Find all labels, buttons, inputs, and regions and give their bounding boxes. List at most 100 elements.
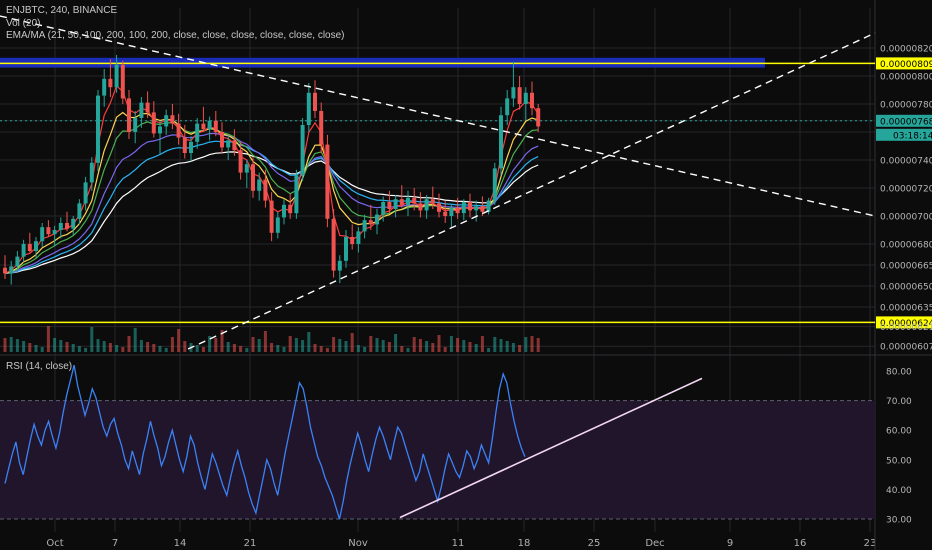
candle-body [133, 118, 138, 132]
trendline-descending [0, 15, 876, 217]
volume-bar [133, 328, 137, 352]
candle-body [319, 111, 324, 145]
volume-bar [108, 343, 112, 352]
volume-bar [28, 343, 32, 352]
candle-body [213, 120, 218, 132]
candle-body [269, 200, 274, 233]
x-tick-label: Nov [348, 538, 368, 549]
x-tick-label: 23 [864, 538, 877, 549]
volume-bar [127, 336, 131, 352]
volume-bar [456, 338, 460, 352]
x-tick-label: 16 [794, 538, 807, 549]
candle-body [306, 92, 311, 125]
candle-body [170, 115, 175, 124]
volume-bar [102, 341, 106, 352]
x-tick-label: 9 [727, 538, 733, 549]
volume-bar [301, 340, 305, 352]
candle-body [517, 87, 522, 104]
candle-body [399, 199, 404, 205]
price-tick-label: 0.00000635 [880, 304, 932, 314]
price-tick-label: 0.00000809 [880, 60, 932, 70]
volume-bar [276, 345, 280, 352]
x-tick-label: 7 [112, 538, 118, 549]
ma100-line [4, 140, 539, 274]
candle-body [176, 123, 181, 138]
candle-body [9, 266, 14, 274]
candle-body [58, 223, 63, 230]
candle-body [375, 214, 379, 225]
volume-bar [53, 338, 57, 352]
volume-bar [518, 345, 522, 352]
volume-bar [59, 340, 63, 352]
volume-bar [77, 346, 81, 352]
volume-bar [381, 340, 385, 352]
volume-bar [139, 340, 143, 352]
volume-bar [146, 342, 150, 352]
candle-body [300, 125, 305, 176]
candle-body [15, 256, 20, 267]
price-tick-label: 0.00000720 [880, 185, 932, 195]
volume-bar [524, 337, 528, 352]
volume-bar [164, 348, 168, 352]
volume-bar [400, 346, 404, 352]
price-tick-label: 0.00000740 [880, 157, 932, 167]
rsi-tick-label: 40.00 [886, 486, 912, 496]
countdown-label: 03:18:14 [893, 131, 932, 141]
volume-bar [493, 337, 497, 352]
candle-body [158, 126, 162, 134]
volume-bar [46, 326, 50, 352]
candle-body [449, 207, 454, 216]
volume-bar [257, 339, 261, 352]
volume-bar [34, 345, 38, 352]
candle-body [164, 115, 169, 127]
volume-bar [530, 336, 534, 352]
volume-bar [3, 338, 7, 352]
x-tick-label: 21 [244, 538, 257, 549]
candle-body [21, 244, 26, 257]
candle-body [65, 223, 69, 229]
candle-body [275, 217, 280, 233]
price-tick-label: 0.00000607 [880, 343, 932, 353]
legend-rsi: RSI (14, close) [6, 361, 73, 372]
volume-bar [480, 336, 484, 352]
candle-body [530, 92, 534, 109]
candle-body [381, 202, 386, 215]
candle-body [114, 64, 119, 88]
rsi-line [4, 364, 526, 520]
volume-bar [307, 332, 311, 352]
candle-body [511, 87, 516, 99]
volume-bar [71, 344, 75, 352]
ma200-line [4, 151, 539, 274]
volume-bar [220, 330, 224, 352]
volume-bar [121, 347, 125, 352]
candle-body [238, 150, 243, 173]
candle-body [455, 207, 460, 214]
legend-ema: EMA/MA (21, 50, 100, 200, 100, 200, clos… [6, 30, 345, 41]
volume-bar [15, 339, 19, 352]
candle-body [480, 206, 485, 212]
volume-bar [288, 336, 292, 352]
candle-body [387, 202, 392, 209]
candle-body [486, 200, 491, 212]
volume-bar [195, 345, 199, 352]
volume-bar [418, 339, 422, 352]
candle-body [120, 64, 125, 99]
candle-body [468, 202, 472, 211]
candle-body [430, 199, 435, 204]
volume-bar [449, 336, 453, 352]
volume-bar [387, 342, 391, 352]
candle-body [505, 98, 510, 116]
candle-body [127, 98, 131, 132]
ema200-line [4, 132, 539, 274]
candle-body [189, 141, 193, 153]
volume-bar [239, 346, 243, 352]
rsi-tick-label: 60.00 [886, 427, 912, 437]
candle-body [523, 92, 528, 104]
candle-body [151, 112, 156, 134]
volume-bar [22, 341, 26, 352]
price-tick-label: 0.00000621 [880, 323, 932, 333]
volume-bar [332, 337, 336, 352]
candle-body [220, 132, 224, 148]
volume-bar [263, 331, 267, 352]
